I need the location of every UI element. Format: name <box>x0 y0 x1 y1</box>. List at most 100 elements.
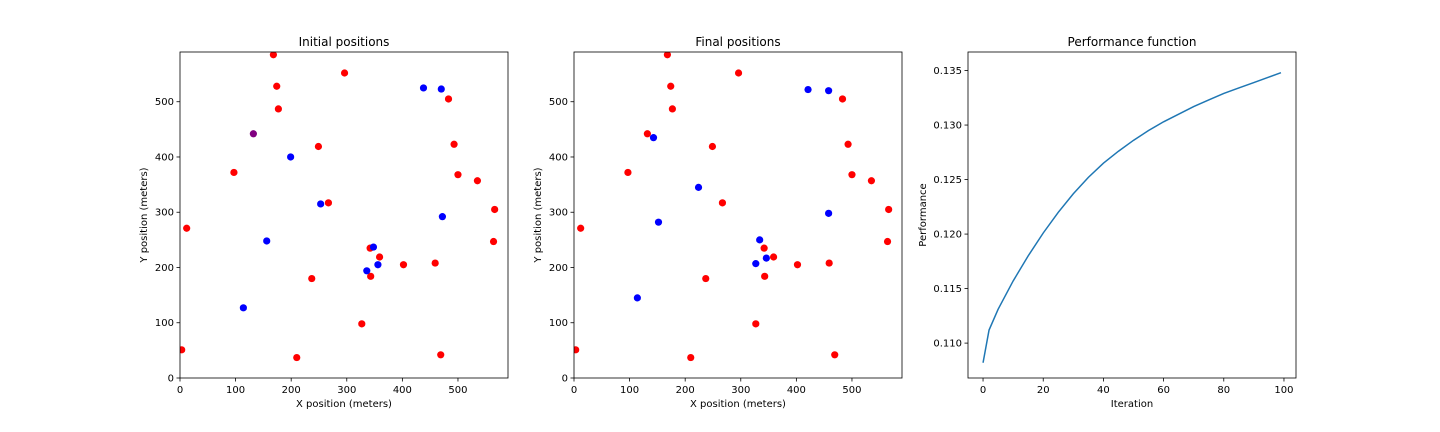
scatter-point <box>450 140 458 148</box>
x-tick-label: 100 <box>1274 385 1293 396</box>
axes-frame <box>179 51 509 379</box>
scatter-point <box>667 82 675 90</box>
chart-title: Initial positions <box>299 35 390 49</box>
scatter-point <box>756 236 764 244</box>
scatter-point <box>374 261 382 269</box>
scatter-point <box>369 243 378 251</box>
x-axis-label: X position (meters) <box>296 399 392 410</box>
scatter-point <box>367 272 375 280</box>
scatter-point <box>444 95 453 103</box>
plot-area <box>574 52 893 362</box>
scatter-point <box>825 87 833 95</box>
x-tick-label: 500 <box>448 385 467 396</box>
scatter-point <box>825 259 833 267</box>
x-tick-label: 100 <box>226 385 245 396</box>
scatter-point <box>633 294 641 302</box>
scatter-point <box>340 69 349 77</box>
scatter-point <box>399 261 408 269</box>
scatter-point <box>867 177 876 185</box>
y-tick-label: 200 <box>155 263 174 274</box>
series-line <box>982 72 1282 363</box>
scatter-point <box>649 134 658 142</box>
x-tick-label: 300 <box>337 385 356 396</box>
scatter-point <box>762 254 770 262</box>
scatter-point <box>287 153 295 161</box>
scatter-point <box>358 320 366 328</box>
plot-area <box>982 72 1282 363</box>
y-tick-label: 100 <box>155 318 174 329</box>
scatter-point <box>438 213 446 221</box>
performance-chart: Performance function 0 20 40 60 80 100 0.110 0.1… <box>918 35 1297 410</box>
scatter-point <box>454 171 462 179</box>
scatter-point <box>694 183 703 191</box>
scatter-point <box>239 304 247 312</box>
x-tick-label: 400 <box>393 385 412 396</box>
scatter-point <box>180 346 186 354</box>
y-tick-label: 0 <box>562 374 568 385</box>
scatter-point <box>183 224 191 232</box>
y-tick-label: 200 <box>549 263 568 274</box>
scatter-point <box>324 199 333 207</box>
scatter-point <box>363 267 371 275</box>
scatter-point <box>273 82 281 90</box>
scatter-point <box>431 259 439 267</box>
scatter-point <box>574 346 580 354</box>
axes-frame <box>967 51 1297 379</box>
scatter-point <box>687 353 695 362</box>
y-tick-label: 0.125 <box>933 175 962 186</box>
y-tick-label: 300 <box>549 208 568 219</box>
y-axis-label: Y position (meters) <box>533 167 544 263</box>
scatter-point <box>437 351 445 359</box>
scatter-point <box>249 130 257 138</box>
scatter-point <box>804 85 812 94</box>
scatter-point <box>760 244 768 252</box>
scatter-point <box>668 105 677 113</box>
x-tick-label: 0 <box>177 385 183 396</box>
scatter-point <box>752 320 760 328</box>
scatter-point <box>761 272 769 280</box>
scatter-point <box>702 274 710 283</box>
scatter-point <box>577 224 585 232</box>
scatter-point <box>883 237 892 246</box>
y-tick-label: 0 <box>168 374 174 385</box>
x-tick-label: 100 <box>620 385 639 396</box>
scatter-point <box>643 130 651 138</box>
y-tick-label: 300 <box>155 208 174 219</box>
y-tick-label: 0.110 <box>933 339 962 350</box>
x-tick-label: 300 <box>731 385 750 396</box>
scatter-point <box>308 274 316 283</box>
scatter-point <box>752 260 760 268</box>
x-tick-label: 20 <box>1037 385 1050 396</box>
y-tick-label: 500 <box>155 97 174 108</box>
plot-area <box>180 52 499 362</box>
x-axis-label: X position (meters) <box>690 399 786 410</box>
scatter-point <box>419 84 428 92</box>
scatter-point <box>314 142 323 151</box>
scatter-point <box>825 209 833 217</box>
scatter-point <box>838 95 847 103</box>
x-tick-label: 40 <box>1097 385 1110 396</box>
x-tick-label: 80 <box>1217 385 1230 396</box>
x-tick-label: 200 <box>676 385 695 396</box>
y-axis-label: Y position (meters) <box>139 167 150 263</box>
axes-frame <box>573 51 903 379</box>
x-tick-label: 0 <box>980 385 986 396</box>
scatter-point <box>489 237 498 246</box>
scatter-point <box>473 177 482 185</box>
scatter-point <box>769 253 778 261</box>
chart-title: Performance function <box>1068 35 1197 49</box>
chart-title: Final positions <box>695 35 780 49</box>
y-tick-label: 0.120 <box>933 230 962 241</box>
x-tick-label: 0 <box>571 385 577 396</box>
x-tick-label: 400 <box>787 385 806 396</box>
y-tick-label: 100 <box>549 318 568 329</box>
scatter-point <box>734 69 743 77</box>
scatter-point <box>624 168 632 177</box>
scatter-point <box>654 218 663 226</box>
x-tick-label: 60 <box>1157 385 1170 396</box>
scatter-point <box>831 351 839 359</box>
scatter-point <box>663 52 671 59</box>
scatter-point <box>317 200 325 208</box>
y-tick-label: 500 <box>549 97 568 108</box>
